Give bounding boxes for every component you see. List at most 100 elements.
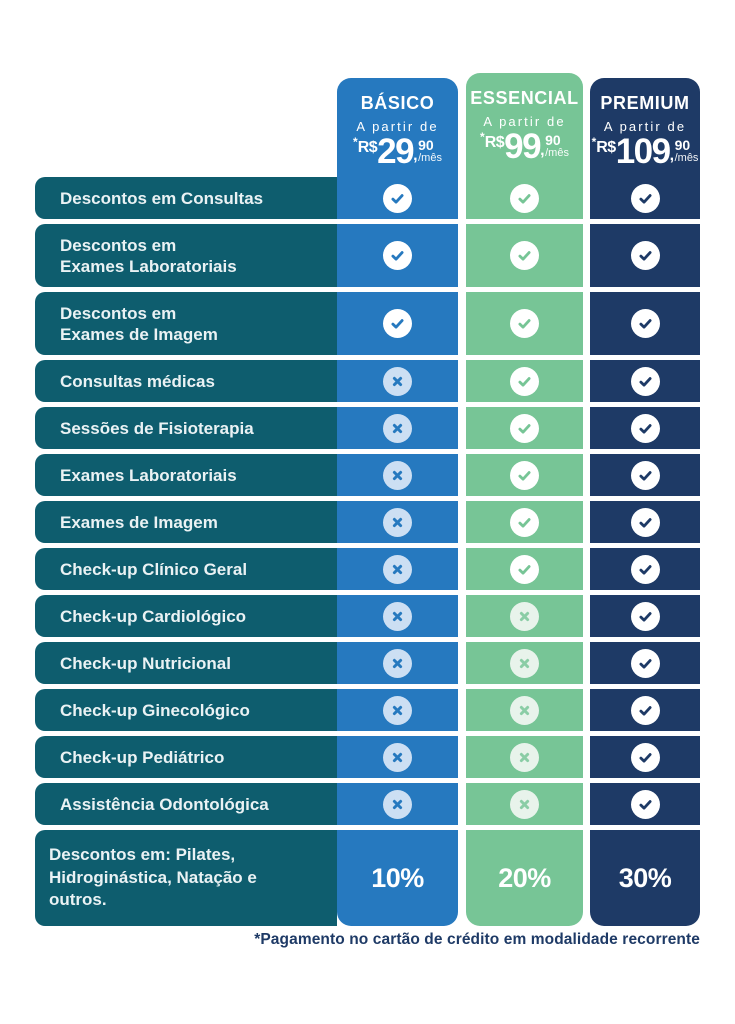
price-currency: R$: [357, 139, 378, 156]
price-fraction: , 90 /mês: [540, 132, 569, 160]
column-gap: [583, 595, 590, 637]
plan-cell-navy: [590, 454, 700, 496]
plan-cell-green: 20%: [466, 830, 583, 926]
plan-cell-navy: [590, 689, 700, 731]
check-icon: [630, 309, 660, 338]
plan-cell-blue: [337, 548, 458, 590]
price-currency: R$: [484, 134, 505, 151]
feature-row: Check-up Pediátrico: [35, 736, 700, 778]
plan-name: ESSENCIAL: [470, 88, 579, 108]
plan-cell-navy: [590, 595, 700, 637]
feature-label-line: Check-up Nutricional: [60, 653, 231, 673]
price-cents: 90: [545, 132, 561, 148]
feature-row: Exames de Imagem: [35, 501, 700, 543]
column-gap: [458, 501, 466, 543]
plan-cell-navy: [590, 548, 700, 590]
plan-cell-navy: [590, 224, 700, 287]
feature-row: Consultas médicas: [35, 360, 700, 402]
column-gap: [458, 548, 466, 590]
column-gap: [583, 642, 590, 684]
plan-cell-navy: [590, 642, 700, 684]
summary-row: Descontos em: Pilates, Hidroginástica, Na…: [35, 830, 700, 926]
plan-cell-navy: [590, 292, 700, 355]
payment-note: *Pagamento no cartão de crédito em modal…: [254, 931, 700, 948]
price-integer: 29: [377, 132, 414, 171]
plan-cell-blue: [337, 736, 458, 778]
plan-cell-blue: [337, 501, 458, 543]
plan-cell-green: [466, 736, 583, 778]
check-icon: [510, 554, 539, 584]
plan-price-prefix: A partir de: [356, 119, 439, 134]
feature-label-line: Assistência Odontológica: [60, 794, 269, 814]
cross-icon: [383, 413, 412, 443]
cross-icon: [383, 648, 412, 678]
column-gap: [583, 292, 590, 355]
feature-label-line: Check-up Cardiológico: [60, 606, 247, 626]
discount-percent: 10%: [371, 862, 424, 893]
plan-cell-green: [466, 595, 583, 637]
feature-label: Exames Laboratoriais: [35, 454, 337, 496]
check-icon: [630, 789, 660, 819]
column-gap: [583, 783, 590, 825]
column-gap: [583, 548, 590, 590]
feature-row: Check-up Ginecológico: [35, 689, 700, 731]
plan-cell-green: [466, 501, 583, 543]
discount-percent: 20%: [498, 862, 551, 893]
plan-cell-navy: [590, 501, 700, 543]
feature-label: Check-up Clínico Geral: [35, 548, 337, 590]
plan-price-prefix: A partir de: [603, 119, 687, 134]
check-icon: [510, 309, 539, 338]
feature-label: Assistência Odontológica: [35, 783, 337, 825]
plan-cell-green: [466, 783, 583, 825]
cross-icon: [383, 742, 412, 772]
price-asterisk: *: [353, 135, 358, 149]
check-icon: [630, 507, 660, 537]
check-icon: [630, 183, 660, 213]
feature-row: Assistência Odontológica: [35, 783, 700, 825]
check-icon: [630, 601, 660, 631]
column-gap: [583, 407, 590, 449]
column-gap: [458, 224, 466, 287]
plan-cell-navy: 30%: [590, 830, 700, 926]
plan-header-basico: BÁSICO A partir de * R$ 29 , 90 /mês: [337, 78, 458, 178]
price-asterisk: *: [591, 135, 597, 149]
feature-label-line: Exames Laboratoriais: [60, 256, 237, 276]
column-gap: [583, 689, 590, 731]
column-gap: [583, 177, 590, 219]
plan-cell-green: [466, 292, 583, 355]
column-gap: [458, 177, 466, 219]
check-icon: [630, 413, 660, 443]
feature-label-line: Exames de Imagem: [60, 512, 218, 532]
plan-cell-green: [466, 454, 583, 496]
feature-label-line: Hidroginástica, Natação e: [49, 867, 257, 887]
plan-cell-navy: [590, 177, 700, 219]
plan-cell-blue: [337, 224, 458, 287]
cross-icon: [510, 601, 539, 631]
cross-icon: [510, 648, 539, 678]
price-period: /mês: [418, 152, 442, 164]
column-gap: [583, 736, 590, 778]
feature-label: Exames de Imagem: [35, 501, 337, 543]
column-gap: [583, 454, 590, 496]
check-icon: [630, 366, 660, 396]
feature-label: Consultas médicas: [35, 360, 337, 402]
pricing-table: BÁSICO A partir de * R$ 29 , 90 /mês ESS…: [35, 73, 700, 949]
feature-label-line: Descontos em: [60, 235, 177, 255]
price-cents: 90: [674, 137, 691, 153]
feature-row: Descontos em Exames de Imagem: [35, 292, 700, 355]
plan-cell-green: [466, 407, 583, 449]
check-icon: [383, 309, 412, 338]
plan-header-premium: PREMIUM A partir de * R$ 109 , 90 /mês: [590, 78, 700, 178]
plan-cell-blue: [337, 407, 458, 449]
plan-cell-blue: 10%: [337, 830, 458, 926]
feature-label: Check-up Cardiológico: [35, 595, 337, 637]
price-comma: ,: [669, 147, 675, 164]
price-currency: R$: [596, 139, 616, 156]
plan-name: BÁSICO: [360, 93, 435, 113]
feature-label-line: Check-up Pediátrico: [60, 747, 225, 767]
plan-header-essencial: ESSENCIAL A partir de * R$ 99 , 90 /mês: [466, 73, 583, 178]
feature-label-line: Check-up Ginecológico: [60, 700, 250, 720]
column-gap: [583, 224, 590, 287]
plan-name: PREMIUM: [600, 93, 690, 113]
column-gap: [458, 642, 466, 684]
